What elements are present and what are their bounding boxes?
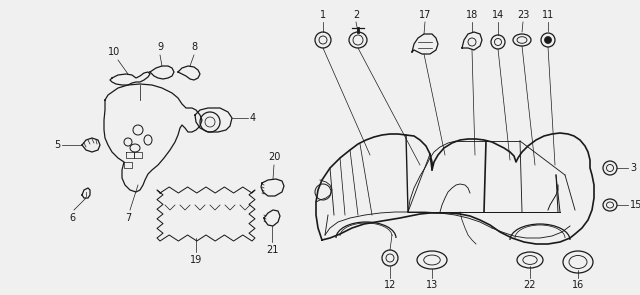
Text: 12: 12 xyxy=(384,280,396,290)
Text: 17: 17 xyxy=(419,10,431,20)
Text: 3: 3 xyxy=(630,163,636,173)
Text: 6: 6 xyxy=(69,213,75,223)
Text: 9: 9 xyxy=(157,42,163,52)
Text: 21: 21 xyxy=(266,245,278,255)
Text: 18: 18 xyxy=(466,10,478,20)
Text: 22: 22 xyxy=(524,280,536,290)
Text: 20: 20 xyxy=(268,152,280,162)
Text: 14: 14 xyxy=(492,10,504,20)
Circle shape xyxy=(545,37,552,43)
Text: 8: 8 xyxy=(191,42,197,52)
Text: 15: 15 xyxy=(630,200,640,210)
Text: 10: 10 xyxy=(108,47,120,57)
Text: 23: 23 xyxy=(517,10,529,20)
Text: 2: 2 xyxy=(353,10,359,20)
Text: 4: 4 xyxy=(250,113,256,123)
Text: 11: 11 xyxy=(542,10,554,20)
Text: 7: 7 xyxy=(125,213,131,223)
Text: 1: 1 xyxy=(320,10,326,20)
Text: 13: 13 xyxy=(426,280,438,290)
Text: 5: 5 xyxy=(54,140,60,150)
Text: 19: 19 xyxy=(190,255,202,265)
Text: 16: 16 xyxy=(572,280,584,290)
